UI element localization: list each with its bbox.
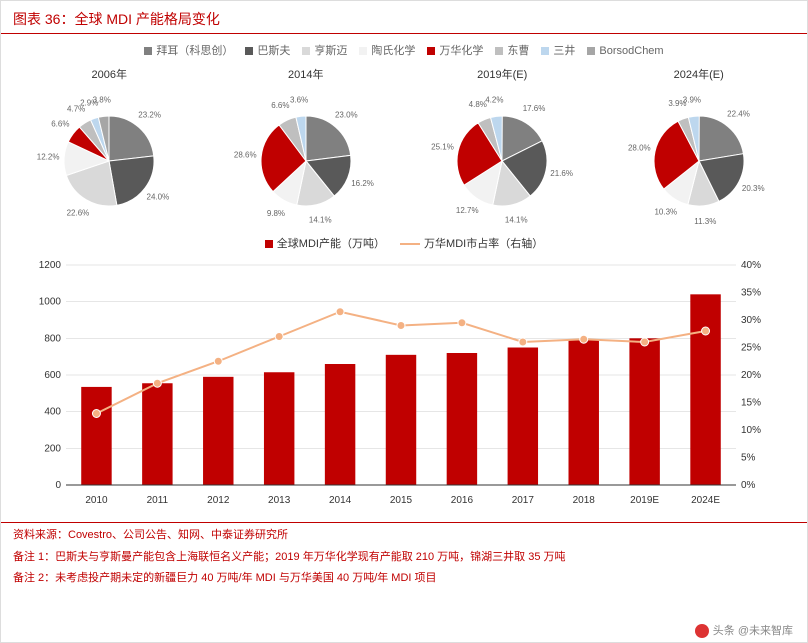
svg-text:17.6%: 17.6% [523,104,546,113]
svg-text:4.2%: 4.2% [485,96,503,105]
bar-legend-label: 全球MDI产能（万吨） [277,238,385,250]
svg-text:3.8%: 3.8% [93,96,111,105]
combo-chart: 全球MDI产能（万吨） 万华MDI市占率（右轴） 0 200 400 600 800 10… [1,231,807,520]
bar-swatch [265,240,273,248]
svg-text:3.6%: 3.6% [290,95,308,104]
combo-svg: 0 200 400 600 800 1000 1200 0% 5% 10% 15% 20% 25% 30%… [21,255,781,515]
svg-text:14.1%: 14.1% [309,215,332,224]
svg-text:4.8%: 4.8% [469,100,487,109]
svg-text:12.2%: 12.2% [37,153,60,162]
svg-text:400: 400 [44,407,61,418]
svg-text:24.0%: 24.0% [147,193,170,202]
svg-text:2011: 2011 [147,495,169,506]
footer-note-1: 备注 1：巴斯夫与亨斯曼产能包含上海联恒名义产能；2019 年万华化学现有产能取… [1,547,807,569]
svg-text:28.0%: 28.0% [628,144,651,153]
svg-text:40%: 40% [741,260,761,271]
svg-text:10.3%: 10.3% [654,207,677,216]
svg-text:200: 200 [44,443,61,454]
svg-text:28.6%: 28.6% [234,151,257,160]
svg-text:1200: 1200 [39,260,62,271]
line-swatch [400,243,420,245]
svg-text:11.3%: 11.3% [694,217,716,226]
svg-text:20%: 20% [741,370,761,381]
line-legend-label: 万华MDI市占率（右轴） [424,238,543,250]
pie-legend: 拜耳（科思创）巴斯夫亨斯迈陶氏化学万华化学东曹三井BorsodChem [1,34,807,62]
footer-source: 资料来源：Covestro、公司公告、知网、中泰证券研究所 [1,525,807,547]
svg-text:2019E: 2019E [630,495,659,506]
watermark: 头条 @未来智库 [695,622,793,638]
svg-text:0%: 0% [741,480,756,491]
svg-text:2016: 2016 [451,495,474,506]
svg-text:2024E: 2024E [691,495,720,506]
svg-text:20.3%: 20.3% [742,184,765,193]
footer-note-2: 备注 2：未考虑投产期未定的新疆巨力 40 万吨/年 MDI 与万华美国 40 … [1,568,807,590]
svg-text:2018: 2018 [573,495,596,506]
svg-text:23.2%: 23.2% [139,111,162,120]
svg-text:21.6%: 21.6% [551,169,574,178]
svg-text:0: 0 [55,480,61,491]
chart-title: 图表 36：全球 MDI 产能格局变化 [1,1,807,34]
svg-text:22.6%: 22.6% [67,209,90,218]
svg-text:2010: 2010 [85,495,108,506]
svg-text:5%: 5% [741,453,756,464]
svg-text:16.2%: 16.2% [351,179,374,188]
svg-text:30%: 30% [741,315,761,326]
svg-text:10%: 10% [741,425,761,436]
svg-text:6.6%: 6.6% [271,101,289,110]
svg-text:2014: 2014 [329,495,352,506]
svg-text:6.6%: 6.6% [51,119,69,128]
svg-text:15%: 15% [741,398,761,409]
svg-text:2015: 2015 [390,495,413,506]
svg-text:12.7%: 12.7% [456,206,479,215]
svg-text:23.0%: 23.0% [335,110,358,119]
svg-text:22.4%: 22.4% [727,110,750,119]
svg-text:25%: 25% [741,343,761,354]
svg-text:14.1%: 14.1% [505,215,528,224]
svg-text:9.8%: 9.8% [267,209,285,218]
svg-text:800: 800 [44,333,61,344]
pie-row: 2006年23.2%24.0%22.6%12.2%6.6%4.7%2.9%3.8… [1,62,807,231]
svg-text:600: 600 [44,370,61,381]
svg-text:1000: 1000 [39,297,62,308]
svg-text:35%: 35% [741,288,761,299]
svg-text:3.9%: 3.9% [683,96,701,105]
svg-text:2013: 2013 [268,495,291,506]
svg-text:2012: 2012 [207,495,230,506]
svg-text:25.1%: 25.1% [431,143,454,152]
svg-text:2017: 2017 [512,495,535,506]
